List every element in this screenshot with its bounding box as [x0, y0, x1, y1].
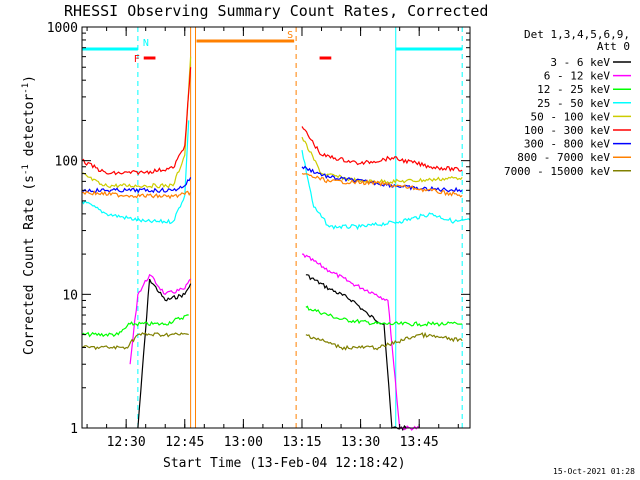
legend-label-2: 12 - 25 keV	[537, 83, 610, 96]
legend-label-3: 25 - 50 keV	[537, 97, 610, 110]
legend-label-8: 7000 - 15000 keV	[504, 165, 610, 178]
series-1-line-1	[301, 253, 420, 431]
legend-label-4: 50 - 100 keV	[531, 110, 611, 123]
series-0-line-1	[305, 274, 408, 432]
series-2-line-0	[81, 314, 189, 338]
y-axis-label-sup2: -1	[21, 83, 31, 94]
x-tick-label: 12:45	[165, 435, 204, 450]
y-tick-label: 100	[55, 155, 78, 170]
night-flag-label: N	[143, 38, 149, 49]
series-2-line-1	[305, 305, 463, 327]
saa-flag-label: S	[287, 30, 293, 41]
y-axis-label: Corrected Count Rate (s-1 detector-1)	[21, 75, 37, 355]
plot-frame	[81, 26, 471, 429]
flag-bars: NF S	[82, 30, 463, 65]
series-8-line-1	[305, 331, 463, 351]
legend-label-1: 6 - 12 keV	[544, 70, 611, 83]
timestamp: 15-Oct-2021 01:28	[553, 467, 635, 476]
x-tick-label: 13:00	[224, 435, 263, 450]
vertical-marker-lines	[81, 27, 463, 428]
x-tick-label: 12:30	[107, 435, 146, 450]
series-7-line-0	[81, 190, 192, 200]
series-5-line-0	[81, 67, 192, 176]
legend-title-2: Att 0	[597, 40, 630, 53]
flare-flag-label: F	[134, 54, 140, 65]
y-tick-label: 10	[62, 288, 78, 303]
x-axis-label: Start Time (13-Feb-04 12:18:42)	[163, 456, 406, 471]
legend-label-0: 3 - 6 keV	[550, 56, 610, 69]
series-lines	[81, 56, 471, 432]
series-8-line-0	[81, 332, 189, 351]
y-axis-label-end: )	[22, 75, 37, 83]
y-axis-label-sup1: -1	[21, 164, 31, 175]
legend-label-5: 100 - 300 keV	[524, 124, 610, 137]
series-7-line-1	[301, 173, 463, 198]
series-3-line-0	[81, 120, 190, 225]
x-tick-label: 13:45	[400, 435, 439, 450]
legend-label-6: 300 - 800 keV	[524, 138, 610, 151]
legend-label-7: 800 - 7000 keV	[517, 151, 610, 164]
series-3-line-1	[301, 150, 471, 231]
legend-title: Det 1,3,4,5,6,9,	[524, 28, 630, 41]
y-axis-label-mid: detector	[22, 94, 37, 165]
series-6-line-0	[81, 177, 192, 194]
series-0-line-0	[137, 278, 192, 429]
axes	[81, 26, 471, 429]
x-tick-label: 13:30	[341, 435, 380, 450]
chart-title: RHESSI Observing Summary Count Rates, Co…	[64, 2, 488, 20]
y-tick-label: 1000	[47, 21, 78, 36]
series-1-line-0	[129, 273, 192, 365]
series-6-line-1	[301, 165, 463, 193]
series-4-line-0	[81, 56, 192, 189]
tick-labels: 1 10 100 1000 12:30 12:45 13:00 13:15 13:30 13:45	[47, 21, 439, 450]
x-tick-label: 13:15	[282, 435, 321, 450]
y-tick-label: 1	[70, 422, 78, 437]
y-axis-label-main: Corrected Count Rate (s	[22, 175, 37, 355]
series-5-line-1	[301, 126, 463, 172]
